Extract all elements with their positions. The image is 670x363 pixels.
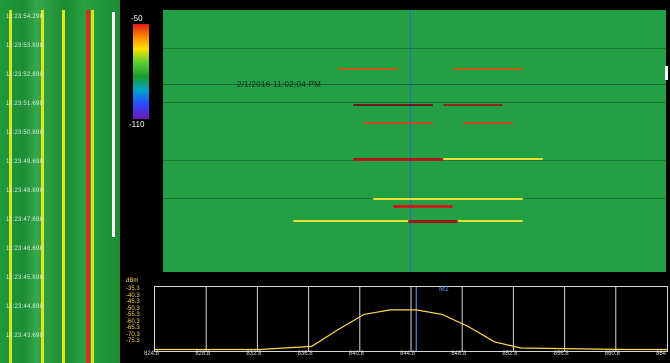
spectrum-point (441, 313, 443, 316)
grid-line (163, 48, 666, 49)
colorbar-max-label: -50 (131, 14, 143, 23)
strip-time-label: 11:23:49.698 (6, 159, 43, 165)
strip-time-label: 11:23:50.698 (6, 130, 43, 136)
spectrum-x-tick: 824.8 (144, 351, 160, 357)
spectrum-x-tick: 848.8 (451, 351, 467, 357)
spectrum-x-tick: 836.8 (297, 351, 313, 357)
spectrum-x-tick: 844.8 (400, 351, 416, 357)
spectrum-point (311, 345, 313, 348)
spectrum-x-tick: 832.8 (246, 351, 262, 357)
strip-time-label: 11:23:43.698 (6, 333, 43, 339)
spectrum-y-tick: -55.3 (126, 312, 140, 318)
spectrum-unit-label: dBm (126, 278, 139, 284)
spectrum-point (520, 347, 522, 349)
strip-time-label: 11:23:52.698 (6, 72, 43, 78)
signal-burst (353, 158, 443, 161)
spectrum-point (624, 348, 626, 351)
spectrum-svg (155, 287, 667, 351)
spectrum-point (415, 309, 417, 311)
color-scale: -50 -110 (127, 14, 155, 132)
strip-stripe (62, 10, 65, 363)
strip-stripe (91, 10, 94, 363)
spectrum-point (389, 309, 391, 311)
spectrum-y-tick: -45.3 (126, 299, 140, 305)
spectrum-panel: dBm -35.3 -40.3 -45.3 -50.3 -55.3 -60.3 -65.3-… (124, 278, 670, 363)
signal-burst (443, 158, 543, 160)
spectrum-x-tick: 856.8 (553, 351, 569, 357)
spectrum-y-tick: -65.3 (126, 325, 140, 331)
strip-time-label: 11:23:51.698 (6, 101, 43, 107)
spectrum-point (155, 348, 156, 351)
strip-time-label: 11:23:47.698 (6, 217, 43, 223)
marker-horizontal-line (163, 84, 666, 85)
spectrum-point (666, 348, 667, 351)
strip-time-label: 11:23:46.698 (6, 246, 43, 252)
signal-burst (453, 68, 523, 70)
spectrum-point (363, 313, 365, 316)
spectrum-y-tick: -35.3 (126, 286, 140, 292)
spectrum-point (258, 348, 261, 351)
waterfall-timestamp: 2/1/2016 11:02:04 PM (237, 80, 322, 89)
spectrum-point (493, 341, 496, 343)
strip-stripe (41, 10, 44, 363)
signal-burst (408, 220, 458, 223)
strip-time-label: 11:23:53.698 (6, 43, 43, 49)
grid-line (163, 102, 666, 103)
spectrum-x-tick: 852.8 (502, 351, 518, 357)
strip-time-label: 11:23:44.698 (6, 304, 43, 310)
right-edge-tick (665, 66, 668, 80)
spectrum-y-tick: -60.3 (126, 318, 140, 325)
spectrum-point (337, 329, 339, 331)
signal-burst (363, 122, 433, 124)
strip-stripe (9, 10, 12, 363)
marker-m1-label: M1 (439, 286, 449, 293)
colorbar-min-label: -110 (129, 120, 145, 129)
signal-burst (463, 122, 513, 124)
left-scrollbar[interactable] (112, 12, 115, 237)
spectrum-x-tick: 828.8 (195, 351, 211, 357)
spectrum-y-tick: -50.3 (126, 305, 140, 312)
strip-time-label: 11:23:48.698 (6, 188, 43, 194)
waterfall-display[interactable]: 2/1/2016 11:02:04 PM (163, 10, 666, 272)
spectrum-x-tick: 840.8 (348, 351, 364, 357)
signal-burst (373, 198, 523, 200)
strip-stripe (86, 10, 90, 363)
marker-vertical-line[interactable] (410, 10, 411, 272)
colorbar-gradient (133, 24, 149, 119)
signal-burst (338, 68, 398, 70)
spectrum-y-tick: -70.3 (126, 331, 140, 338)
spectrum-plot-area[interactable]: M1 (154, 286, 668, 352)
strip-time-label: 11:23:45.698 (6, 275, 43, 281)
spectrum-y-tick: -75.3 (126, 338, 140, 344)
spectrum-y-tick: -40.3 (126, 292, 140, 299)
spectrum-x-tick: 864 (656, 351, 667, 357)
signal-burst (353, 104, 433, 106)
spectrum-point (467, 326, 470, 328)
left-waterfall-strip: 11:23:54.298 11:23:53.698 11:23:52.698 11:2… (0, 0, 120, 363)
signal-burst (393, 205, 453, 208)
strip-time-label: 11:23:54.298 (6, 14, 43, 20)
signal-burst (443, 104, 503, 106)
spectrum-x-tick: 860.8 (604, 351, 620, 357)
